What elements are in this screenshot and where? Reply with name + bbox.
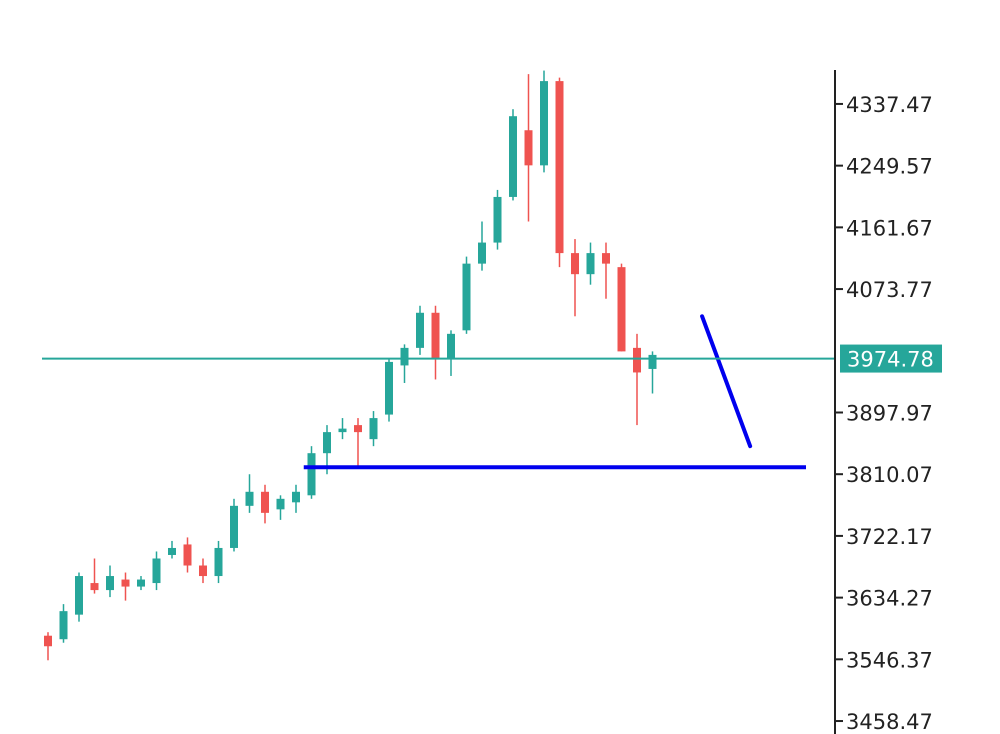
candle-body [323,432,331,454]
price-tick-label: 3546.37 [846,648,933,672]
candle-body [152,558,161,584]
candle-body [385,361,393,415]
candle-body [648,354,657,369]
candle-body [416,312,424,348]
trend-line [700,314,753,449]
candle-body [400,347,409,366]
candle-body [276,498,285,510]
candles-layer [44,70,657,661]
candle-body [431,312,440,359]
candle-body [617,267,626,352]
candle-body [493,196,502,243]
candle-body [586,253,595,275]
candle-body [106,576,114,591]
price-tick-label: 4073.77 [846,278,933,302]
candle-body [307,453,316,496]
drawings-layer [303,314,806,470]
price-tick-label: 3897.97 [846,401,933,425]
candle-body [137,579,145,587]
candle-body [369,418,378,440]
current-price-tag-bg [840,344,942,373]
candle-body [261,491,269,513]
price-tick-label: 4161.67 [846,216,933,240]
candle-body [555,81,564,254]
candle-body [338,428,347,433]
current-price-tag-label: 3974.78 [847,348,934,372]
candle-body [90,583,99,591]
candle-body [571,253,579,275]
candle-body [183,544,192,566]
candle-body [59,611,68,640]
price-tick-label: 4337.47 [846,93,933,117]
current-price-tag: 3974.78 [840,344,942,373]
price-tick-label: 3634.27 [846,587,933,611]
candle-body [292,491,300,503]
candle-body [462,263,471,331]
price-axis-ticks: 4337.47 4249.57 4161.67 4073.77 3897.97 3810.… [835,93,933,734]
candle-body [633,347,641,373]
candle-body [44,635,52,647]
candle-body [540,81,548,166]
price-tick-label: 3810.07 [846,463,933,487]
candle-body [354,425,362,433]
candle-body [524,130,533,166]
candle-body [478,242,486,264]
price-tick-label: 4249.57 [846,155,933,179]
candle-body [199,565,207,577]
candle-body [168,547,176,555]
candle-body [121,579,130,587]
candle-body [447,333,455,359]
price-tick-label: 3722.17 [846,525,933,549]
candle-body [230,505,238,548]
price-tick-label: 3458.47 [846,710,933,734]
candle-body [75,576,83,615]
candle-body [509,116,517,197]
candle-body [214,547,223,577]
candle-body [245,491,254,506]
candle-body [602,253,610,264]
